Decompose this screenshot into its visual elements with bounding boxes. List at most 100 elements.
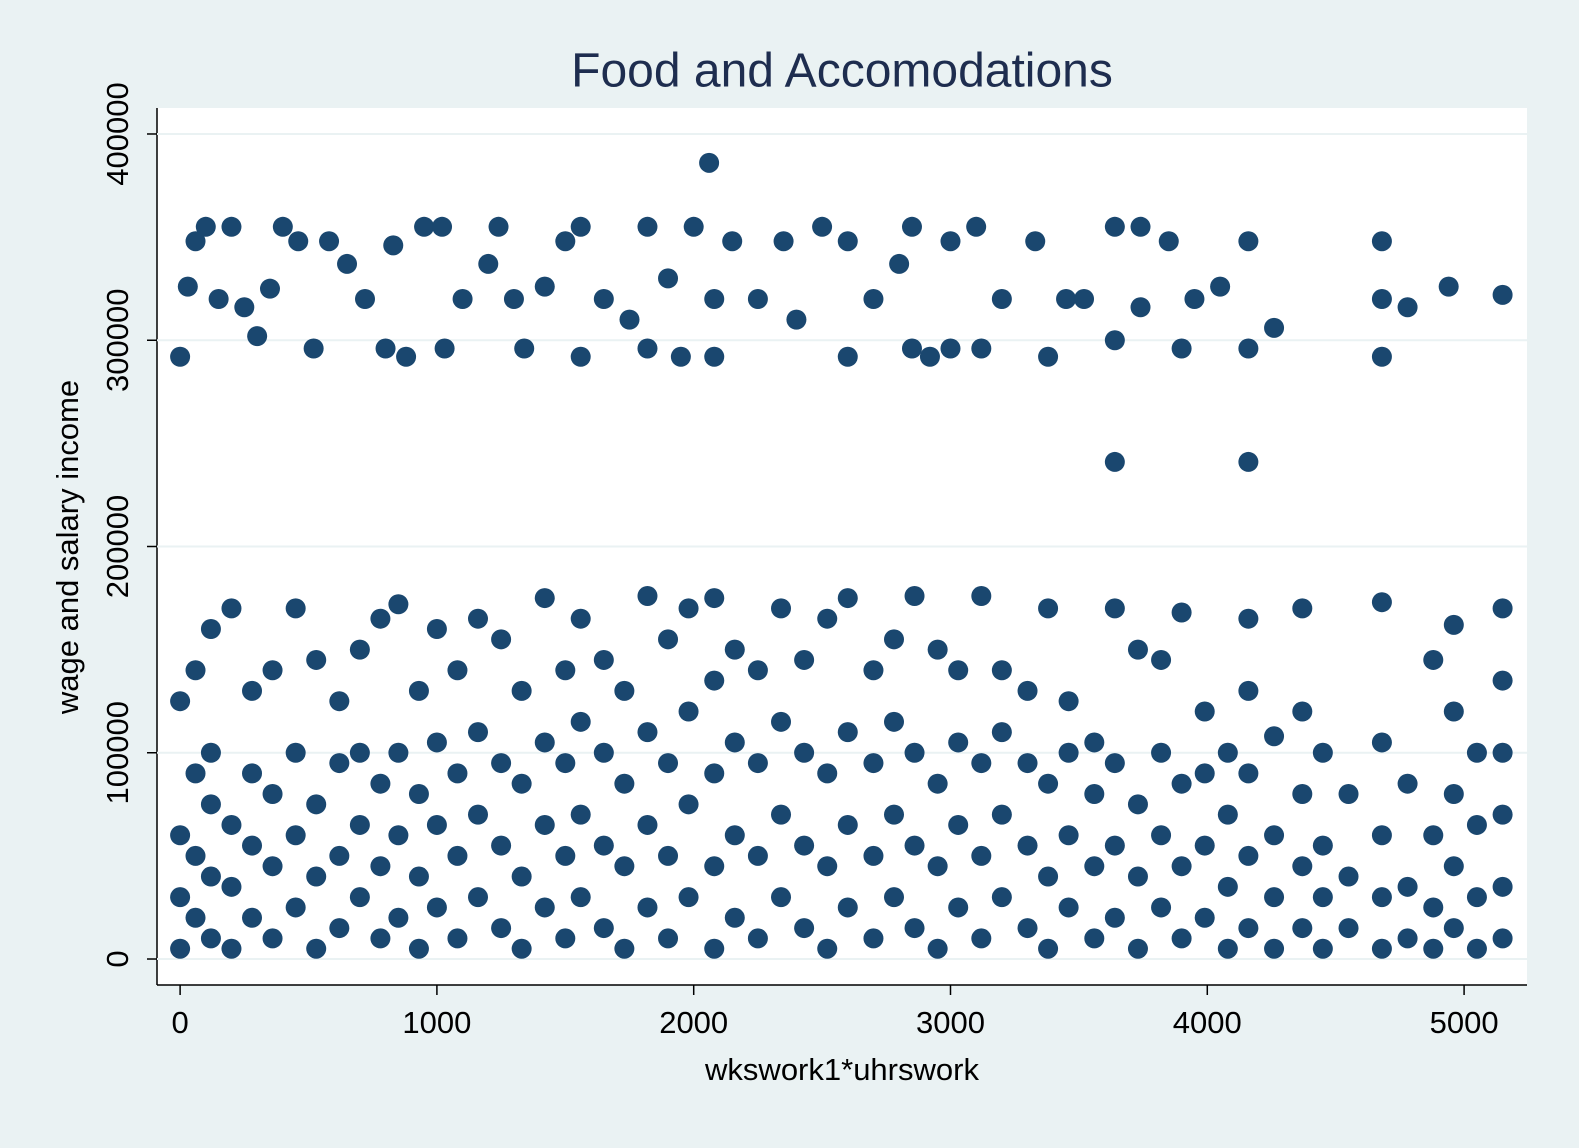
point [948, 660, 969, 681]
point [388, 742, 409, 763]
point [1443, 856, 1464, 877]
point [1038, 938, 1059, 959]
point [1492, 598, 1513, 619]
point [1017, 680, 1038, 701]
point [1127, 794, 1148, 815]
point [991, 887, 1012, 908]
point [177, 276, 198, 297]
point [704, 938, 725, 959]
point [593, 288, 614, 309]
point [1292, 856, 1313, 877]
point [1104, 598, 1125, 619]
point [1264, 825, 1285, 846]
point [285, 825, 306, 846]
point [1443, 701, 1464, 722]
point [534, 732, 555, 753]
point [1264, 938, 1285, 959]
point [593, 649, 614, 670]
point [408, 680, 429, 701]
point [637, 216, 658, 237]
point [1127, 938, 1148, 959]
point [467, 722, 488, 743]
point [901, 338, 922, 359]
point [863, 928, 884, 949]
point [303, 338, 324, 359]
point [863, 753, 884, 774]
point [555, 845, 576, 866]
point [1443, 918, 1464, 939]
point [747, 288, 768, 309]
point [1158, 231, 1179, 252]
point [1397, 773, 1418, 794]
point [678, 701, 699, 722]
point [1312, 835, 1333, 856]
point [747, 928, 768, 949]
point [1492, 742, 1513, 763]
point [1017, 918, 1038, 939]
point [1038, 773, 1059, 794]
point [1371, 592, 1392, 613]
point [534, 897, 555, 918]
point [1371, 732, 1392, 753]
point [940, 231, 961, 252]
point [837, 588, 858, 609]
point [1151, 742, 1172, 763]
point [1217, 876, 1238, 897]
point [1466, 814, 1487, 835]
point [388, 594, 409, 615]
point [658, 928, 679, 949]
point [614, 680, 635, 701]
point [511, 938, 532, 959]
point [863, 288, 884, 309]
point [747, 660, 768, 681]
point [901, 216, 922, 237]
y-tick-label: 0 [100, 950, 135, 967]
point [991, 722, 1012, 743]
point [491, 753, 512, 774]
chart-title: Food and Accomodations [571, 45, 1113, 98]
point [170, 887, 191, 908]
point [185, 231, 206, 252]
point [1038, 866, 1059, 887]
point [370, 856, 391, 877]
point [221, 216, 242, 237]
point [306, 794, 327, 815]
point [426, 619, 447, 640]
point [1371, 938, 1392, 959]
point [242, 907, 263, 928]
point [1238, 451, 1259, 472]
point [927, 639, 948, 660]
point [1017, 835, 1038, 856]
point [247, 326, 268, 347]
point [724, 639, 745, 660]
point [724, 907, 745, 928]
point [221, 814, 242, 835]
point [285, 598, 306, 619]
point [794, 835, 815, 856]
point [1312, 742, 1333, 763]
x-tick-label: 4000 [1173, 1005, 1242, 1040]
point [1058, 825, 1079, 846]
point [514, 338, 535, 359]
point [704, 346, 725, 367]
point [170, 346, 191, 367]
point [593, 742, 614, 763]
point [200, 794, 221, 815]
point [1171, 338, 1192, 359]
point [1238, 680, 1259, 701]
point [940, 338, 961, 359]
point [329, 845, 350, 866]
point [614, 856, 635, 877]
point [904, 918, 925, 939]
point [306, 649, 327, 670]
point [614, 938, 635, 959]
point [329, 691, 350, 712]
point [570, 887, 591, 908]
point [1171, 773, 1192, 794]
x-tick-label: 1000 [402, 1005, 471, 1040]
point [1492, 804, 1513, 825]
point [948, 897, 969, 918]
point [383, 235, 404, 256]
